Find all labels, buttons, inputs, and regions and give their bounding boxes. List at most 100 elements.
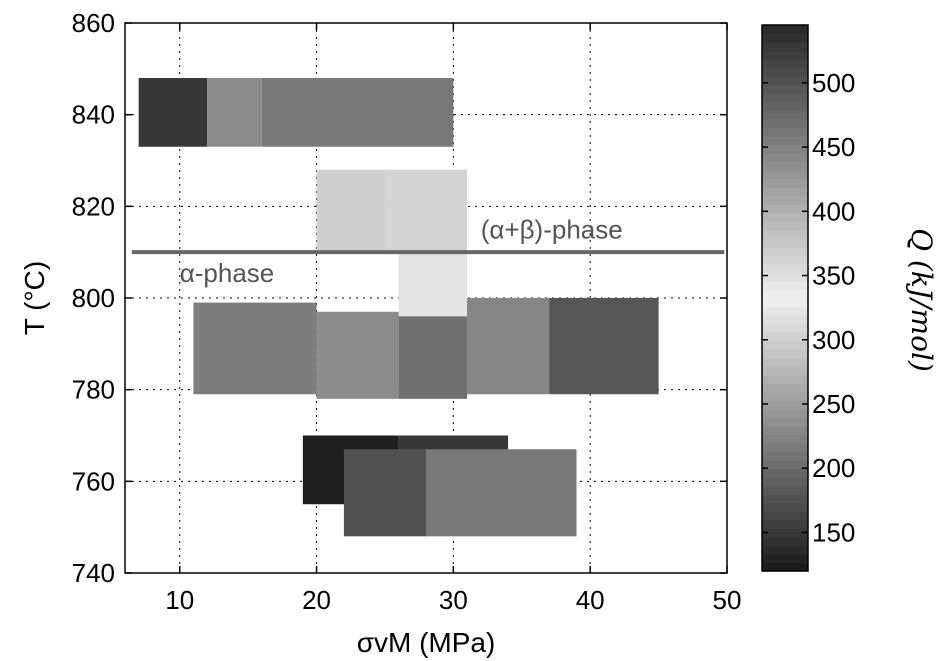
colorbar-strip [762,212,808,222]
colorbar-strip [762,383,808,393]
colorbar-strip [762,434,808,444]
colorbar-strip [762,152,808,163]
colorbar-strip [762,280,808,291]
colorbar-strip [762,238,808,248]
colorbar-strip [762,221,808,231]
colorbar-tick-label: 150 [812,517,855,547]
colorbar-strip [762,536,808,547]
colorbar-strip [762,33,808,43]
x-axis-ticks: 10 20 30 40 50 [165,23,741,615]
colorbar-strip [762,25,808,35]
y-axis-label: T (°C) [19,261,50,335]
colorbar-strip [762,528,808,538]
colorbar-strip [762,417,808,427]
colorbar-tick-label: 450 [812,132,855,162]
colorbar-tick-label: 400 [812,196,855,226]
colorbar-strip [762,477,808,487]
colorbar-strip [762,306,808,316]
heatmap-cell-5 [398,252,468,317]
colorbar-strip [762,204,808,214]
colorbar-strip [762,50,808,60]
y-tick-label: 760 [72,466,115,496]
colorbar-strip [762,562,808,572]
colorbar-strip [762,101,808,111]
colorbar-strip [762,494,808,504]
heatmap-cell-2 [261,78,454,147]
y-tick-label: 840 [72,100,115,130]
heatmap-cell-1 [207,78,262,147]
colorbar-strip [762,272,808,282]
colorbar-strip [762,374,808,384]
colorbar-strip [762,127,808,137]
x-tick-label: 30 [439,585,468,615]
y-tick-label: 820 [72,191,115,221]
y-tick-label: 740 [72,558,115,588]
colorbar-strip [762,187,808,197]
colorbar-strip [762,255,808,265]
colorbar-strip [762,323,808,333]
colorbar-strip [762,118,808,128]
colorbar-strip [762,545,808,555]
x-tick-label: 50 [713,585,742,615]
colorbar-tick-label: 500 [812,68,855,98]
colorbar-strip [762,451,808,461]
colorbar-strip [762,42,808,52]
colorbar-strip [762,340,808,350]
colorbar-strip [762,366,808,376]
heatmap-cell-13 [343,449,426,537]
heatmap-cell-3 [316,169,385,253]
colorbar-strip [762,195,808,205]
colorbar-strip [762,460,808,470]
heatmap-cell-7 [316,311,399,399]
colorbar-strip [762,443,808,453]
colorbar-strip [762,349,808,359]
annotation-alpha-beta-phase: (α+β)-phase [481,214,623,244]
colorbar-strip [762,59,808,69]
colorbar-strip [762,289,808,299]
colorbar-tick-label: 250 [812,389,855,419]
y-axis-ticks: 740 760 780 800 820 840 860 [72,8,727,588]
colorbar-tick-label: 300 [812,325,855,355]
y-tick-label: 780 [72,375,115,405]
colorbar-strip [762,178,808,188]
colorbar-strip [762,315,808,325]
heatmap-cell-14 [426,449,577,537]
colorbar-strip [762,110,808,120]
y-tick-label: 800 [72,283,115,313]
colorbar-strip [762,135,808,146]
colorbar-strip [762,391,808,401]
heatmap-cell-8 [398,316,468,399]
x-tick-label: 10 [165,585,194,615]
heatmap-cell-6 [193,302,317,395]
colorbar-strip [762,553,808,564]
colorbar-strip [762,298,808,308]
colorbar-strip [762,332,808,342]
heatmap-cells [138,78,659,537]
colorbar-tick-label: 200 [812,453,855,483]
colorbar-frame [761,24,809,572]
x-axis-label: σvM (MPa) [357,627,496,658]
x-tick-label: 40 [576,585,605,615]
colorbar-ticks: 150 200 250 300 350 400 450 500 [762,68,855,547]
colorbar [762,25,808,572]
colorbar-strip [762,170,808,180]
heatmap-cell-0 [138,78,208,147]
colorbar-strip [762,84,808,94]
colorbar-strip [762,468,808,478]
colorbar-strip [762,502,808,512]
y-tick-label: 860 [72,8,115,38]
colorbar-strip [762,76,808,86]
colorbar-strip [762,400,808,410]
x-tick-label: 20 [302,585,331,615]
heatmap-cell-10 [549,298,659,395]
colorbar-tick-label: 350 [812,261,855,291]
colorbar-strip [762,144,808,154]
colorbar-strip [762,246,808,256]
colorbar-strip [762,425,808,436]
colorbar-strip [762,511,808,521]
colorbar-strip [762,93,808,103]
annotation-alpha-phase: α-phase [180,258,275,288]
heatmap-cell-9 [467,298,550,395]
colorbar-strip [762,263,808,274]
